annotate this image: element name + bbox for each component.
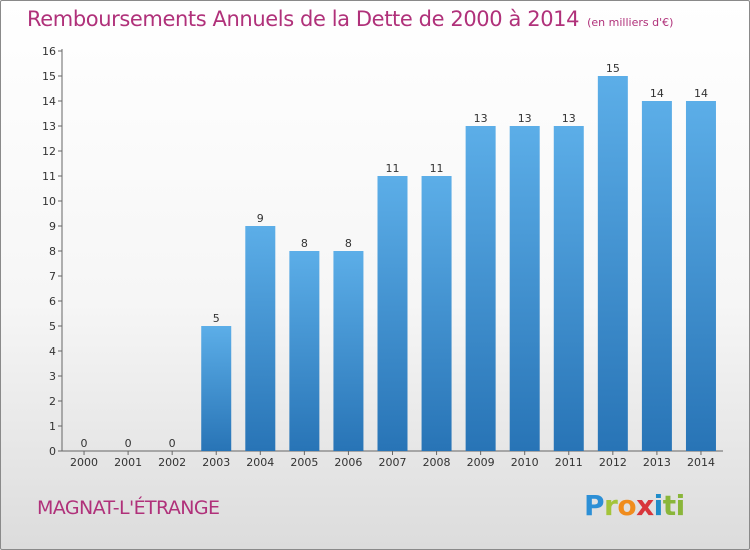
bar (553, 126, 584, 451)
y-tick-label: 13 (42, 120, 56, 133)
logo-letter: P (584, 489, 605, 522)
y-tick-label: 5 (49, 320, 56, 333)
data-label: 15 (606, 62, 620, 75)
y-tick-label: 4 (49, 345, 56, 358)
x-tick-label: 2013 (643, 456, 671, 469)
y-tick-label: 14 (42, 95, 56, 108)
chart-header: Remboursements Annuels de la Dette de 20… (27, 7, 673, 31)
x-tick-label: 2007 (379, 456, 407, 469)
x-tick-label: 2014 (687, 456, 715, 469)
y-tick-label: 9 (49, 220, 56, 233)
bar (289, 251, 320, 451)
chart-title: Remboursements Annuels de la Dette de 20… (27, 7, 580, 31)
data-label: 0 (125, 437, 132, 450)
logo-letter: r (604, 489, 618, 522)
x-tick-label: 2002 (158, 456, 186, 469)
y-tick-label: 3 (49, 370, 56, 383)
x-tick-label: 2010 (511, 456, 539, 469)
logo-letter: i (653, 489, 664, 522)
bar (641, 101, 672, 451)
chart-subtitle: (en milliers d'€) (587, 16, 674, 29)
x-tick-label: 2003 (202, 456, 230, 469)
y-tick-label: 6 (49, 295, 56, 308)
bars (201, 76, 716, 451)
bar (333, 251, 364, 451)
x-tick-label: 2000 (70, 456, 98, 469)
data-label: 11 (386, 162, 400, 175)
data-label: 8 (345, 237, 352, 250)
bar (597, 76, 628, 451)
bar (509, 126, 540, 451)
x-tick-label: 2012 (599, 456, 627, 469)
logo-letter: i (675, 489, 686, 522)
data-label: 13 (474, 112, 488, 125)
bar (377, 176, 408, 451)
x-tick-label: 2006 (334, 456, 362, 469)
data-label: 0 (169, 437, 176, 450)
y-tick-label: 1 (49, 420, 56, 433)
bar (465, 126, 496, 451)
y-tick-label: 12 (42, 145, 56, 158)
y-tick-label: 10 (42, 195, 56, 208)
y-tick-label: 11 (42, 170, 56, 183)
y-tick-label: 16 (42, 45, 56, 58)
logo-letter: t (662, 489, 676, 522)
x-tick-label: 2001 (114, 456, 142, 469)
y-tick-label: 15 (42, 70, 56, 83)
x-tick-label: 2004 (246, 456, 274, 469)
y-tick-label: 0 (49, 445, 56, 458)
x-tick-label: 2009 (467, 456, 495, 469)
data-label: 11 (430, 162, 444, 175)
data-label: 14 (650, 87, 664, 100)
data-labels: 0 0 0 5 9 8 8 11 11 13 13 13 15 14 14 (81, 62, 708, 450)
data-label: 14 (694, 87, 708, 100)
logo-letter: x (636, 489, 654, 522)
data-label: 13 (562, 112, 576, 125)
y-tick-label: 7 (49, 270, 56, 283)
x-tick-label: 2008 (423, 456, 451, 469)
x-tick-label: 2011 (555, 456, 583, 469)
bar (685, 101, 716, 451)
bar (201, 326, 232, 451)
data-label: 0 (81, 437, 88, 450)
y-tick-label: 8 (49, 245, 56, 258)
data-label: 8 (301, 237, 308, 250)
data-label: 13 (518, 112, 532, 125)
y-tick-label: 2 (49, 395, 56, 408)
bar (421, 176, 452, 451)
proxiti-logo: Proxiti (584, 489, 685, 522)
logo-letter: o (617, 489, 637, 522)
data-label: 5 (213, 312, 220, 325)
x-tick-label: 2005 (290, 456, 318, 469)
commune-name: MAGNAT-L'ÉTRANGE (37, 497, 220, 519)
bar (245, 226, 276, 451)
data-label: 9 (257, 212, 264, 225)
